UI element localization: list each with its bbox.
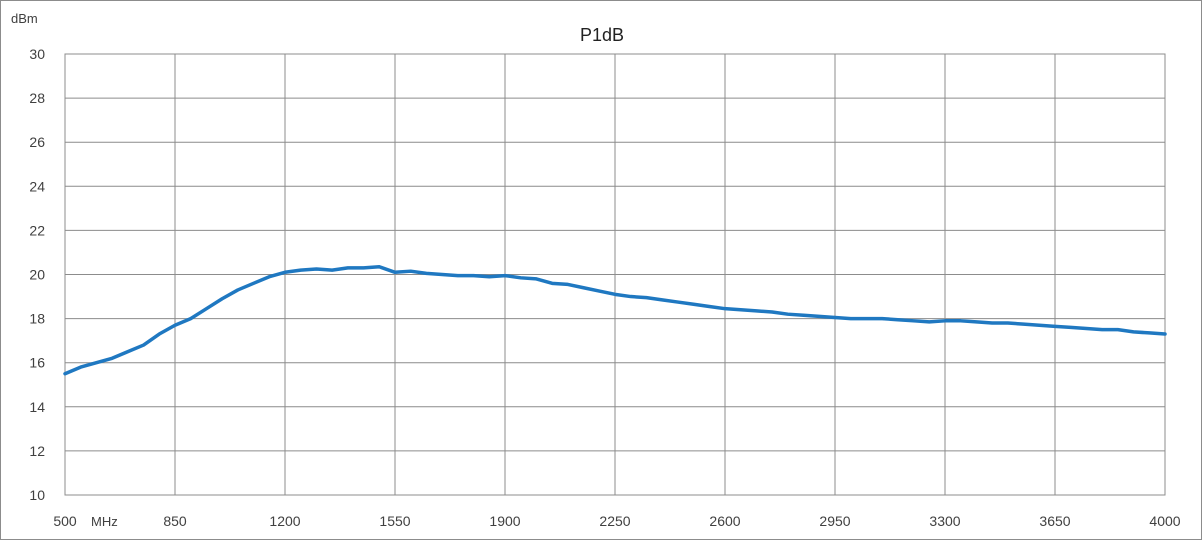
- y-tick-label: 18: [29, 311, 45, 327]
- chart-title: P1dB: [580, 25, 624, 45]
- y-tick-label: 24: [29, 178, 45, 194]
- y-tick-label: 28: [29, 90, 45, 106]
- x-tick-label: 2950: [819, 513, 850, 529]
- y-tick-label: 10: [29, 487, 45, 503]
- series-line: [63, 265, 1167, 376]
- x-tick-label: 1550: [379, 513, 410, 529]
- x-tick-label: 2250: [599, 513, 630, 529]
- y-axis-ticks: 10 12 14 16 18 20 22 24 26 28 30: [29, 46, 45, 503]
- y-tick-label: 12: [29, 443, 45, 459]
- y-tick-label: 22: [29, 222, 45, 238]
- x-axis-unit-label: MHz: [91, 514, 118, 529]
- y-tick-label: 30: [29, 46, 45, 62]
- grid: [64, 53, 1166, 496]
- x-tick-label: 500: [53, 513, 77, 529]
- x-axis-ticks: 500 850 1200 1550 1900 2250 2600 2950 3300 3650 40…: [53, 513, 1180, 529]
- x-tick-label: 3650: [1039, 513, 1070, 529]
- y-tick-label: 26: [29, 134, 45, 150]
- x-tick-label: 4000: [1149, 513, 1180, 529]
- x-tick-label: 2600: [709, 513, 740, 529]
- x-tick-label: 3300: [929, 513, 960, 529]
- y-tick-label: 20: [29, 267, 45, 283]
- y-axis-unit-label: dBm: [11, 11, 38, 26]
- y-tick-label: 16: [29, 355, 45, 371]
- x-tick-label: 850: [163, 513, 187, 529]
- series-layer: [63, 265, 1167, 376]
- y-tick-label: 14: [29, 399, 45, 415]
- x-tick-label: 1900: [489, 513, 520, 529]
- x-tick-label: 1200: [269, 513, 300, 529]
